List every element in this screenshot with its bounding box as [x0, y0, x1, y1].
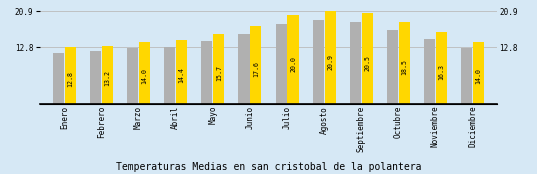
Bar	[387, 30, 398, 104]
Text: 20.9: 20.9	[327, 54, 333, 70]
Bar	[473, 42, 484, 104]
Bar	[313, 21, 324, 104]
Bar	[164, 47, 176, 104]
Bar	[350, 22, 361, 104]
Text: 17.6: 17.6	[253, 61, 259, 77]
Bar	[275, 24, 287, 104]
Bar	[90, 51, 101, 104]
Bar	[176, 40, 187, 104]
Bar	[139, 42, 150, 104]
Text: 12.8: 12.8	[67, 71, 74, 87]
Text: 13.2: 13.2	[104, 70, 111, 86]
Text: 16.3: 16.3	[438, 64, 445, 80]
Bar	[127, 48, 138, 104]
Bar	[65, 47, 76, 104]
Text: 20.0: 20.0	[290, 56, 296, 72]
Text: Temperaturas Medias en san cristobal de la polantera: Temperaturas Medias en san cristobal de …	[116, 162, 421, 172]
Bar	[213, 34, 224, 104]
Bar	[324, 11, 336, 104]
Bar	[361, 13, 373, 104]
Text: 18.5: 18.5	[401, 59, 408, 75]
Bar	[238, 34, 250, 104]
Text: 20.5: 20.5	[364, 55, 370, 71]
Bar	[399, 22, 410, 104]
Text: 14.0: 14.0	[476, 68, 482, 84]
Text: 14.4: 14.4	[179, 68, 185, 84]
Text: 14.0: 14.0	[142, 68, 148, 84]
Bar	[436, 32, 447, 104]
Bar	[201, 41, 213, 104]
Bar	[287, 15, 299, 104]
Bar	[53, 53, 64, 104]
Text: 15.7: 15.7	[216, 65, 222, 81]
Bar	[102, 46, 113, 104]
Bar	[424, 39, 435, 104]
Bar	[250, 26, 262, 104]
Bar	[461, 48, 472, 104]
